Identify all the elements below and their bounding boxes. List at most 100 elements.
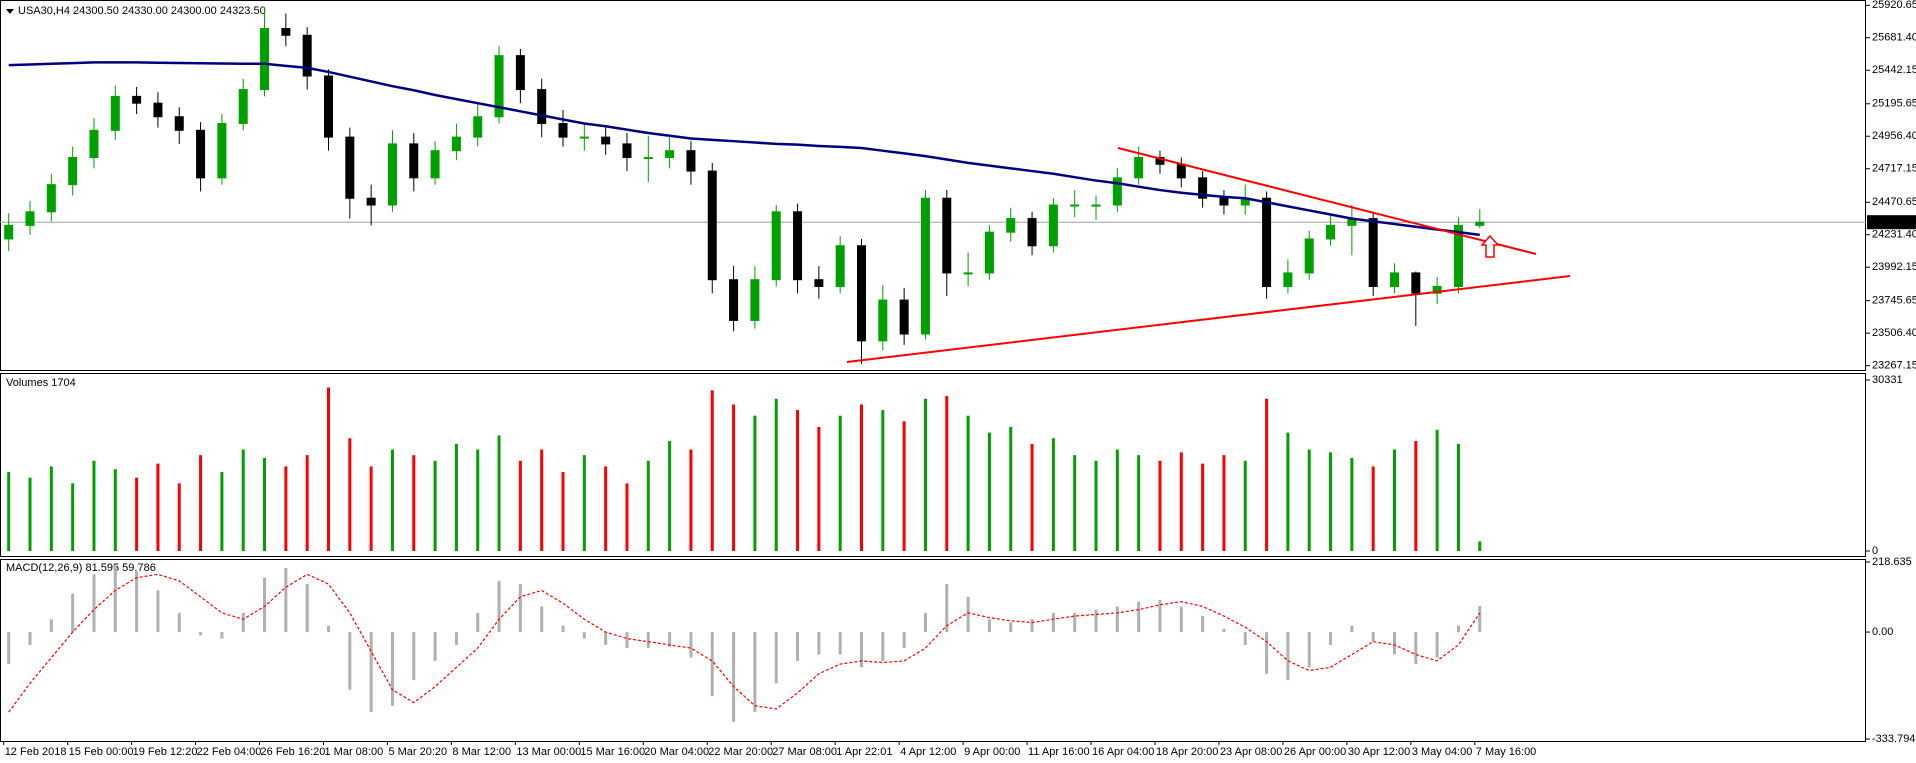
x-tick-label: 8 Mar 12:00 <box>452 746 511 758</box>
macd-histogram-bar <box>902 632 906 649</box>
menu-triangle[interactable] <box>6 9 14 14</box>
macd-histogram-bar <box>284 568 288 633</box>
macd-histogram-bar <box>220 632 224 639</box>
candle-body <box>579 136 589 139</box>
volume-bar <box>433 460 437 551</box>
macd-histogram-bar <box>860 632 863 668</box>
volume-bar <box>28 477 32 551</box>
volume-bar <box>1393 449 1396 551</box>
x-tick-label: 15 Feb 00:00 <box>69 746 134 758</box>
macd-histogram-bar <box>199 632 203 636</box>
y-tick-label: 25920.65 <box>1872 0 1916 11</box>
y-tick-label: 25442.15 <box>1872 64 1916 76</box>
candle-body <box>451 136 461 152</box>
volume-bar <box>1222 455 1226 551</box>
y-tick-label: 24956.40 <box>1872 130 1916 142</box>
candle-body <box>345 136 355 199</box>
candle-body <box>622 143 632 158</box>
macd-histogram-bar <box>1222 628 1226 633</box>
candle-body <box>366 197 376 206</box>
trend-line <box>846 275 1571 363</box>
candle-body <box>878 299 888 342</box>
y-tick-label: 25681.40 <box>1872 32 1916 44</box>
macd-histogram-bar <box>689 632 693 658</box>
macd-histogram-bar <box>625 632 629 649</box>
macd-histogram-bar <box>113 564 117 633</box>
candle-body <box>217 123 227 179</box>
candle-body <box>899 299 909 335</box>
chart-title: USA30,H4 24300.50 24330.00 24300.00 2432… <box>18 5 266 17</box>
volume-pane <box>0 373 1866 557</box>
macd-histogram-bar <box>1051 612 1055 633</box>
macd-histogram-bar <box>327 625 330 633</box>
volume-bar <box>1201 463 1205 551</box>
candle-body <box>1262 197 1272 287</box>
y-tick-label: 23506.40 <box>1872 327 1916 339</box>
volume-bar <box>1009 426 1013 551</box>
macd-histogram-bar <box>497 580 501 633</box>
macd-histogram-bar <box>1350 625 1354 633</box>
x-tick-label: 5 Mar 20:20 <box>388 746 447 758</box>
candle-body <box>1091 204 1101 207</box>
volume-bar <box>1371 466 1375 551</box>
macd-histogram-bar <box>1243 632 1247 645</box>
volume-bar <box>1265 398 1269 551</box>
macd-histogram-bar <box>28 632 32 645</box>
volume-bar <box>1243 460 1247 551</box>
macd-histogram-bar <box>412 632 416 681</box>
macd-signal-line <box>8 573 1481 713</box>
macd-histogram-bar <box>561 625 565 633</box>
volume-bar <box>966 415 970 551</box>
candle-body <box>1219 197 1229 206</box>
candle-body <box>1070 204 1080 207</box>
volume-bar <box>732 404 736 551</box>
macd-histogram-bar <box>1179 606 1183 633</box>
x-tick-label: 16 Apr 04:00 <box>1092 746 1154 758</box>
volume-bar <box>582 455 586 551</box>
candle-body <box>963 272 973 275</box>
volume-bar <box>263 457 267 551</box>
candle-body <box>1176 163 1186 179</box>
volume-bar <box>1456 443 1460 551</box>
volume-bar <box>454 443 458 551</box>
candle-body <box>771 211 781 281</box>
macd-histogram-bar <box>1265 632 1269 674</box>
volume-bar <box>1307 449 1311 551</box>
candle-body <box>387 143 397 206</box>
macd-histogram-bar <box>454 632 458 645</box>
volume-bar <box>1329 452 1333 551</box>
y-tick-label: 25195.65 <box>1872 98 1916 110</box>
candle-body <box>1283 272 1293 287</box>
x-tick-label: 1 Mar 08:00 <box>325 746 384 758</box>
macd-histogram-bar <box>1478 605 1482 633</box>
volume-bar <box>327 387 330 551</box>
candle-body <box>643 156 653 159</box>
volume-bar <box>1158 460 1162 551</box>
x-tick-label: 23 Apr 08:00 <box>1220 746 1282 758</box>
volume-bar <box>305 455 309 551</box>
volume-bar <box>1478 541 1482 551</box>
volume-bar <box>1137 455 1141 551</box>
macd-histogram-bar <box>1158 600 1162 633</box>
macd-histogram-bar <box>753 632 757 713</box>
candle-body <box>89 129 99 158</box>
macd-histogram-bar <box>1307 632 1311 668</box>
volume-bar <box>476 449 480 551</box>
volume-bar <box>1051 438 1055 551</box>
x-tick-label: 19 Feb 12:20 <box>133 746 198 758</box>
y-tick-label: 23267.15 <box>1872 360 1916 372</box>
candle-body <box>25 211 35 226</box>
macd-histogram-bar <box>945 584 949 633</box>
candle-body <box>1006 218 1016 233</box>
volume-bar <box>71 483 75 551</box>
y-tick-label: 24231.40 <box>1872 229 1916 241</box>
macd-histogram-bar <box>7 632 11 665</box>
x-tick-label: 26 Feb 16:20 <box>261 746 326 758</box>
macd-histogram-bar <box>476 612 480 633</box>
volume-bar <box>497 435 501 551</box>
x-tick-label: 11 Apr 16:00 <box>1028 746 1090 758</box>
volume-bar <box>796 410 800 551</box>
candle-body <box>324 75 333 138</box>
volume-bar <box>987 432 991 551</box>
volume-bar <box>220 472 224 551</box>
